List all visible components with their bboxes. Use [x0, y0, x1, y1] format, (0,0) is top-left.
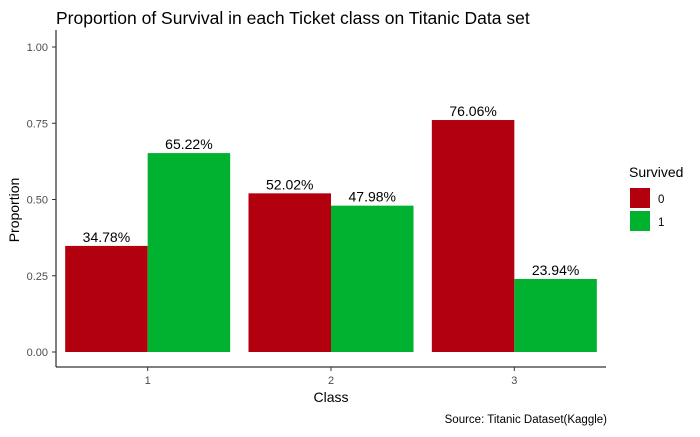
bars — [65, 120, 597, 352]
x-tick-label: 1 — [145, 375, 151, 387]
y-tick-label: 0.75 — [27, 118, 48, 130]
bar-series-0-class-2 — [248, 193, 331, 352]
x-tick-label: 3 — [511, 375, 517, 387]
legend-label: 1 — [658, 217, 664, 229]
bar-series-0-class-1 — [65, 245, 148, 352]
y-tick-label: 1.00 — [27, 42, 48, 54]
data-label: 52.02% — [266, 176, 313, 192]
x-axis-title: Class — [313, 389, 348, 405]
y-tick-label: 0.00 — [27, 347, 48, 359]
chart-title: Proportion of Survival in each Ticket cl… — [56, 8, 530, 28]
legend-key-0 — [630, 188, 650, 208]
bar-series-0-class-3 — [431, 120, 515, 352]
data-label: 76.06% — [449, 103, 496, 119]
data-label: 34.78% — [83, 229, 130, 245]
legend-items: 01 — [630, 188, 664, 231]
legend-title: Survived — [629, 164, 683, 180]
data-label: 47.98% — [349, 189, 396, 205]
x-axis: 1 2 3 — [56, 366, 606, 387]
bar-series-1-class-3 — [514, 278, 597, 352]
chart-caption: Source: Titanic Dataset(Kaggle) — [445, 414, 608, 426]
bar-labels: 34.78% 65.22% 52.02% 47.98% 76.06% 23.94% — [83, 103, 580, 278]
legend: Survived 01 — [629, 164, 683, 231]
y-axis-title: Proportion — [6, 178, 22, 243]
bar-series-1-class-1 — [147, 153, 231, 352]
legend-key-1 — [630, 211, 650, 231]
data-label: 65.22% — [165, 136, 212, 152]
y-axis: 0.00 0.25 0.50 0.75 1.00 — [27, 30, 57, 367]
legend-label: 0 — [658, 194, 664, 206]
y-tick-label: 0.25 — [27, 271, 48, 283]
bar-series-1-class-2 — [331, 205, 414, 352]
data-label: 23.94% — [532, 262, 579, 278]
y-tick-label: 0.50 — [27, 195, 48, 207]
x-tick-label: 2 — [328, 375, 334, 387]
